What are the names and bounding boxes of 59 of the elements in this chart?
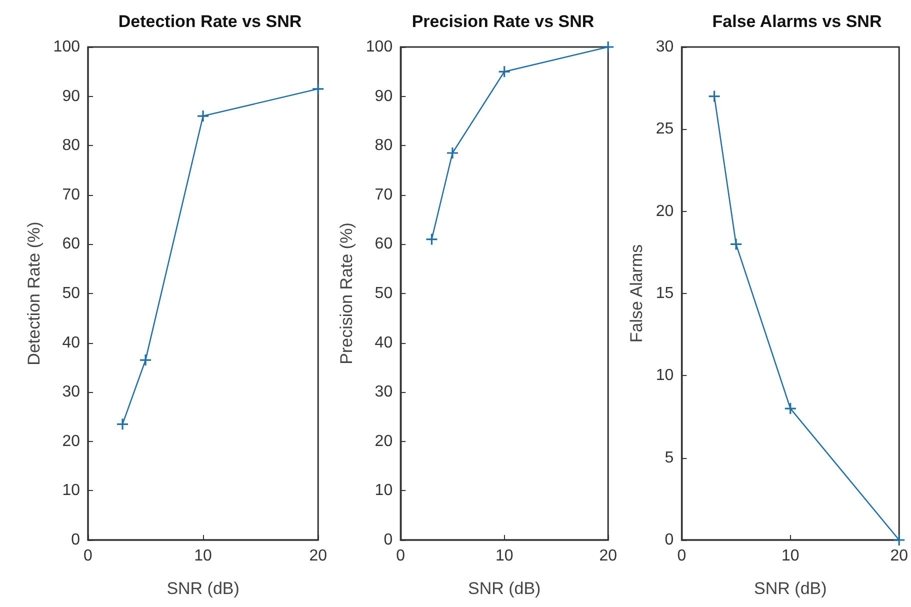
- y-tick-label: 20: [374, 432, 393, 450]
- x-axis-title: SNR (dB): [468, 579, 541, 598]
- y-tick-label: 50: [62, 285, 80, 302]
- point: [446, 146, 459, 160]
- y-tick-label: 0: [664, 532, 674, 548]
- point: [425, 232, 438, 246]
- point: [602, 40, 614, 54]
- y-tick-label: 60: [374, 236, 393, 253]
- y-tick-label: 30: [656, 38, 674, 56]
- y-tick-label: 70: [62, 186, 80, 204]
- x-axis-title: SNR (dB): [754, 579, 827, 598]
- x-tick-label: 0: [677, 548, 686, 564]
- y-tick-label: 20: [656, 202, 674, 220]
- y-tick-label: 50: [374, 285, 393, 302]
- y-tick-label: 80: [62, 137, 80, 154]
- y-tick-label: 25: [656, 120, 674, 138]
- point: [312, 82, 324, 96]
- x-tick-label: 20: [309, 548, 328, 564]
- point: [116, 418, 129, 430]
- point: [730, 238, 742, 250]
- point: [708, 90, 721, 103]
- x-axis-title: SNR (dB): [166, 579, 240, 598]
- point: [498, 65, 511, 78]
- y-tick-label: 0: [71, 532, 80, 548]
- y-tick-label: 30: [62, 384, 80, 401]
- y-tick-label: 40: [62, 334, 80, 352]
- y-axis-title: Detection Rate (%): [24, 222, 44, 366]
- y-tick-label: 100: [366, 38, 393, 56]
- y-tick-label: 20: [62, 432, 80, 450]
- y-axis-title: False Alarms: [627, 244, 646, 343]
- point: [892, 534, 906, 546]
- chart-title: Detection Rate vs SNR: [118, 12, 302, 31]
- point: [139, 354, 152, 366]
- chart-title: Precision Rate vs SNR: [412, 12, 594, 31]
- y-tick-label: 10: [656, 367, 674, 384]
- chart-title: False Alarms vs SNR: [712, 12, 882, 31]
- y-tick-label: 10: [374, 482, 393, 500]
- y-tick-label: 15: [656, 285, 674, 302]
- x-tick-label: 20: [599, 548, 618, 564]
- y-tick-label: 60: [62, 236, 80, 253]
- x-tick-label: 0: [84, 548, 93, 564]
- x-tick-label: 10: [194, 548, 212, 564]
- x-tick-label: 20: [890, 548, 908, 564]
- y-tick-label: 5: [664, 449, 674, 466]
- point: [784, 402, 797, 415]
- x-tick-label: 0: [396, 548, 406, 564]
- y-tick-label: 90: [374, 88, 393, 105]
- y-tick-label: 0: [384, 532, 393, 548]
- y-tick-label: 30: [374, 384, 393, 401]
- y-tick-label: 70: [374, 186, 393, 204]
- y-tick-label: 40: [374, 334, 393, 352]
- y-tick-label: 10: [62, 482, 80, 500]
- y-axis-title: Precision Rate (%): [337, 222, 356, 364]
- x-tick-label: 10: [495, 548, 514, 564]
- y-tick-label: 80: [374, 137, 393, 154]
- y-tick-label: 100: [53, 38, 80, 56]
- point: [196, 110, 210, 122]
- y-tick-label: 90: [62, 88, 80, 105]
- x-tick-label: 10: [782, 548, 800, 564]
